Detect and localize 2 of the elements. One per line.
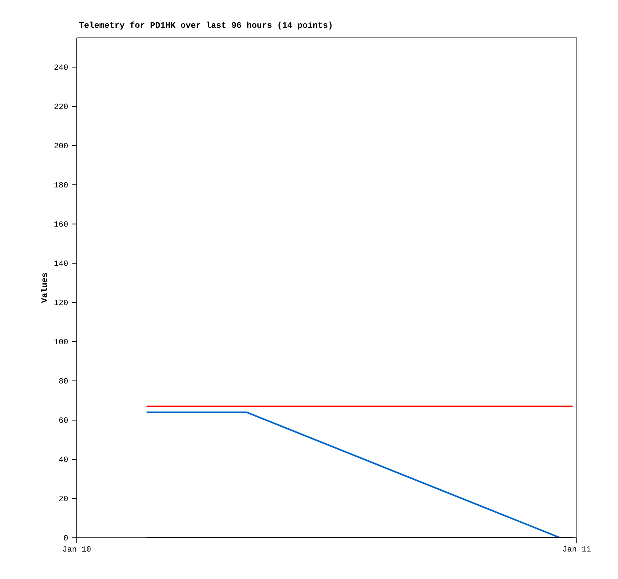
chart-title: Telemetry for PD1HK over last 96 hours (14 points) [79, 22, 332, 30]
y-axis-title: Values [41, 273, 48, 304]
